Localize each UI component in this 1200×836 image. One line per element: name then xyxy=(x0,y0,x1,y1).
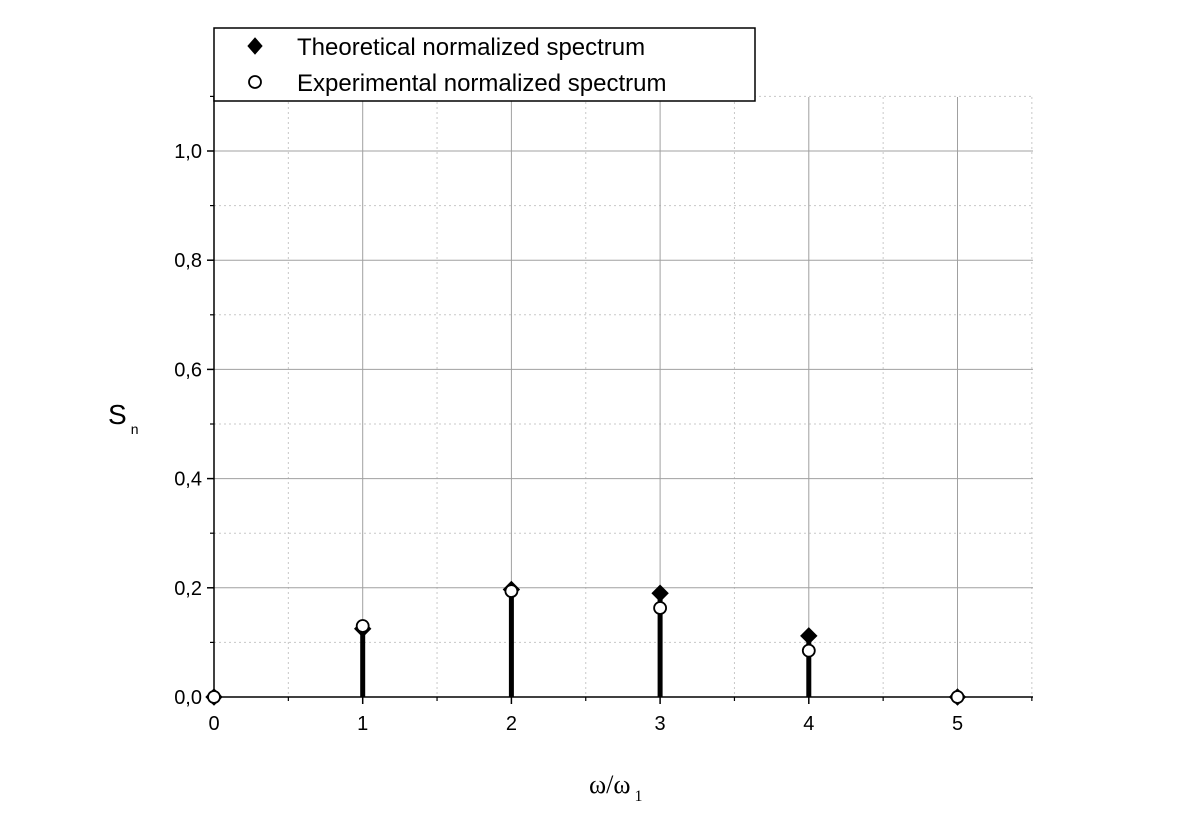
x-tick-label: 1 xyxy=(357,713,368,735)
markers xyxy=(205,580,967,706)
legend-box xyxy=(213,27,756,102)
x-tick-label: 4 xyxy=(803,713,814,735)
experimental-point xyxy=(207,690,221,704)
y-axis-label: S n xyxy=(108,399,138,437)
legend-label-experimental: Experimental normalized spectrum xyxy=(297,70,666,97)
x-axis-label-sub: 1 xyxy=(634,788,642,805)
y-tick-label: 0,0 xyxy=(174,687,202,709)
x-tick-label: 3 xyxy=(655,713,666,735)
y-tick-label: 0,2 xyxy=(174,578,202,600)
x-tick-label: 5 xyxy=(952,713,963,735)
experimental-point xyxy=(801,643,816,658)
legend-diamond-marker xyxy=(247,37,263,55)
experimental-point xyxy=(950,690,965,704)
y-tick-label: 0,8 xyxy=(174,250,202,272)
y-axis-label-sub: n xyxy=(131,421,139,437)
experimental-point xyxy=(653,601,667,615)
legend-label-theoretical: Theoretical normalized spectrum xyxy=(297,34,645,61)
x-tick-label: 2 xyxy=(506,713,517,735)
experimental-point xyxy=(504,584,519,598)
y-axis-label-main: S xyxy=(108,399,127,430)
x-axis-label: ω/ω 1 xyxy=(589,770,642,805)
x-tick-label: 0 xyxy=(208,713,219,735)
y-tick-label: 0,6 xyxy=(174,359,202,381)
axes xyxy=(207,95,1033,704)
theoretical-point xyxy=(800,627,818,645)
x-axis-label-main: ω/ω xyxy=(589,770,630,799)
legend: Theoretical normalized spectrum Experime… xyxy=(213,27,756,102)
legend-circle-marker xyxy=(248,75,262,89)
y-tick-label: 0,4 xyxy=(174,469,202,491)
y-tick-label: 1,0 xyxy=(174,141,202,163)
tick-labels: 0,0 0,2 0,4 0,6 0,8 1,0 0 1 2 3 4 5 xyxy=(174,141,963,735)
experimental-point xyxy=(355,619,370,633)
grid xyxy=(214,95,1033,697)
